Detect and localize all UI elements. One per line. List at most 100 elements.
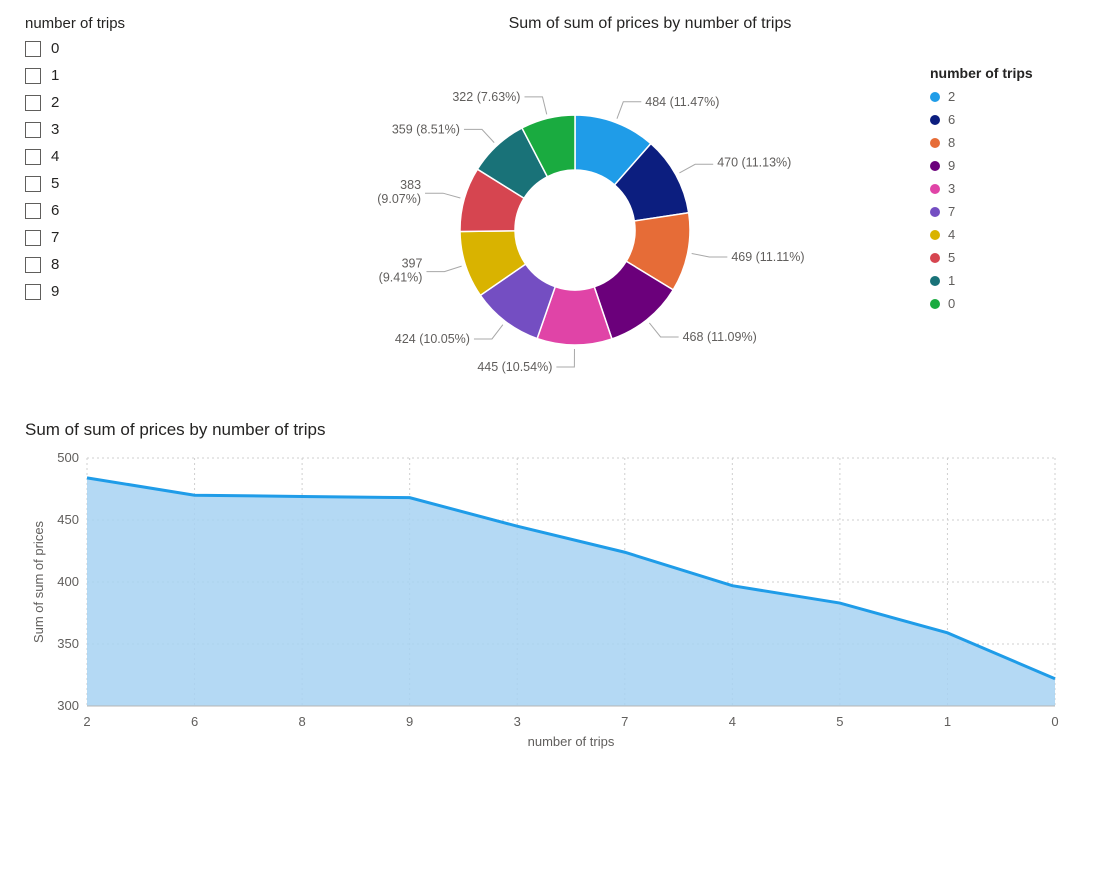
y-axis-label: Sum of sum of prices bbox=[31, 520, 46, 643]
legend-item-label: 7 bbox=[948, 204, 955, 219]
slicer-item-6[interactable]: 6 bbox=[25, 202, 195, 219]
slice-label-3: 445 (10.54%) bbox=[477, 360, 552, 374]
slicer-item-8[interactable]: 8 bbox=[25, 256, 195, 273]
y-tick-label: 500 bbox=[57, 450, 79, 465]
slicer-panel: number of trips 0 1 2 3 4 5 6 7 8 9 bbox=[10, 10, 210, 410]
slicer-item-9[interactable]: 9 bbox=[25, 283, 195, 300]
leader-line bbox=[679, 164, 713, 173]
x-tick-label: 5 bbox=[836, 714, 843, 729]
slicer-item-label: 1 bbox=[51, 67, 59, 84]
x-tick-label: 1 bbox=[944, 714, 951, 729]
x-tick-label: 2 bbox=[83, 714, 90, 729]
slicer-item-label: 2 bbox=[51, 94, 59, 111]
area-fill[interactable] bbox=[87, 478, 1055, 706]
checkbox-icon[interactable] bbox=[25, 122, 41, 138]
slice-label-2: 484 (11.47%) bbox=[645, 95, 719, 109]
donut-chart-title: Sum of sum of prices by number of trips bbox=[210, 15, 1090, 33]
legend-item-label: 5 bbox=[948, 250, 955, 265]
legend-item-4[interactable]: 4 bbox=[930, 227, 1090, 242]
checkbox-icon[interactable] bbox=[25, 203, 41, 219]
leader-line bbox=[649, 323, 678, 337]
slice-label-1: 359 (8.51%) bbox=[392, 122, 460, 136]
slice-label-7: 424 (10.05%) bbox=[395, 332, 470, 346]
legend-item-label: 3 bbox=[948, 181, 955, 196]
legend-item-3[interactable]: 3 bbox=[930, 181, 1090, 196]
slicer-title: number of trips bbox=[25, 15, 195, 32]
slicer-item-2[interactable]: 2 bbox=[25, 94, 195, 111]
slicer-item-label: 6 bbox=[51, 202, 59, 219]
checkbox-icon[interactable] bbox=[25, 41, 41, 57]
slicer-item-1[interactable]: 1 bbox=[25, 67, 195, 84]
slice-label-0: 322 (7.63%) bbox=[452, 90, 520, 104]
slicer-item-7[interactable]: 7 bbox=[25, 229, 195, 246]
x-tick-label: 8 bbox=[298, 714, 305, 729]
y-tick-label: 300 bbox=[57, 698, 79, 713]
legend-item-label: 9 bbox=[948, 158, 955, 173]
checkbox-icon[interactable] bbox=[25, 284, 41, 300]
checkbox-icon[interactable] bbox=[25, 95, 41, 111]
slicer-item-label: 7 bbox=[51, 229, 59, 246]
checkbox-icon[interactable] bbox=[25, 68, 41, 84]
leader-line bbox=[524, 97, 546, 114]
checkbox-icon[interactable] bbox=[25, 176, 41, 192]
checkbox-icon[interactable] bbox=[25, 257, 41, 273]
legend-item-9[interactable]: 9 bbox=[930, 158, 1090, 173]
legend-swatch-icon bbox=[930, 184, 940, 194]
slice-label-4: 397(9.41%) bbox=[379, 257, 423, 285]
legend-item-6[interactable]: 6 bbox=[930, 112, 1090, 127]
x-tick-label: 9 bbox=[406, 714, 413, 729]
y-tick-label: 350 bbox=[57, 636, 79, 651]
donut-chart[interactable]: 484 (11.47%) 470 (11.13%) 469 (11.11%) 468 … bbox=[350, 50, 910, 420]
legend-swatch-icon bbox=[930, 253, 940, 263]
slicer-item-label: 4 bbox=[51, 148, 59, 165]
y-tick-label: 400 bbox=[57, 574, 79, 589]
x-tick-label: 0 bbox=[1051, 714, 1058, 729]
leader-line bbox=[556, 349, 574, 367]
legend-swatch-icon bbox=[930, 230, 940, 240]
x-axis-label: number of trips bbox=[528, 734, 615, 749]
slicer-item-label: 3 bbox=[51, 121, 59, 138]
legend-item-label: 4 bbox=[948, 227, 955, 242]
slicer-item-label: 5 bbox=[51, 175, 59, 192]
slicer-item-label: 8 bbox=[51, 256, 59, 273]
slicer-item-4[interactable]: 4 bbox=[25, 148, 195, 165]
x-tick-label: 3 bbox=[514, 714, 521, 729]
donut-chart-panel: Sum of sum of prices by number of trips … bbox=[210, 10, 1090, 410]
area-chart[interactable]: 3003504004505002689374510Sum of sum of p… bbox=[25, 446, 1085, 756]
legend-swatch-icon bbox=[930, 138, 940, 148]
slice-label-9: 468 (11.09%) bbox=[683, 330, 757, 344]
legend-item-label: 1 bbox=[948, 273, 955, 288]
legend-item-8[interactable]: 8 bbox=[930, 135, 1090, 150]
x-tick-label: 6 bbox=[191, 714, 198, 729]
leader-line bbox=[617, 102, 641, 119]
legend-item-label: 6 bbox=[948, 112, 955, 127]
leader-line bbox=[692, 253, 728, 257]
checkbox-icon[interactable] bbox=[25, 149, 41, 165]
legend-item-label: 8 bbox=[948, 135, 955, 150]
slicer-item-3[interactable]: 3 bbox=[25, 121, 195, 138]
leader-line bbox=[426, 266, 461, 271]
x-tick-label: 7 bbox=[621, 714, 628, 729]
legend-swatch-icon bbox=[930, 276, 940, 286]
donut-legend: number of trips 2 6 8 9 3 7 4 5 1 0 bbox=[930, 65, 1090, 319]
legend-title: number of trips bbox=[930, 65, 1090, 81]
checkbox-icon[interactable] bbox=[25, 230, 41, 246]
slice-label-6: 470 (11.13%) bbox=[717, 155, 791, 169]
slicer-item-label: 9 bbox=[51, 283, 59, 300]
area-chart-panel: Sum of sum of prices by number of trips … bbox=[10, 420, 1090, 771]
legend-item-5[interactable]: 5 bbox=[930, 250, 1090, 265]
slice-label-8: 469 (11.11%) bbox=[731, 250, 804, 264]
legend-swatch-icon bbox=[930, 207, 940, 217]
slicer-item-5[interactable]: 5 bbox=[25, 175, 195, 192]
legend-item-label: 2 bbox=[948, 89, 955, 104]
legend-swatch-icon bbox=[930, 115, 940, 125]
legend-item-2[interactable]: 2 bbox=[930, 89, 1090, 104]
legend-item-0[interactable]: 0 bbox=[930, 296, 1090, 311]
legend-item-7[interactable]: 7 bbox=[930, 204, 1090, 219]
slicer-item-label: 0 bbox=[51, 40, 59, 57]
legend-swatch-icon bbox=[930, 92, 940, 102]
slicer-item-0[interactable]: 0 bbox=[25, 40, 195, 57]
legend-item-1[interactable]: 1 bbox=[930, 273, 1090, 288]
slice-label-5: 383(9.07%) bbox=[377, 178, 421, 206]
x-tick-label: 4 bbox=[729, 714, 736, 729]
